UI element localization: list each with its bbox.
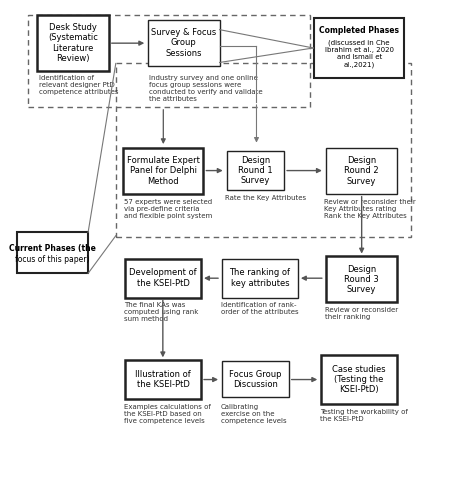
Text: Review or reconsider their
Key Attributes rating
Rank the Key Attributes: Review or reconsider their Key Attribute… (324, 198, 416, 219)
Bar (314, 17, 404, 78)
Text: Focus Group
Discussion: Focus Group Discussion (229, 370, 282, 389)
Text: Case studies
(Testing the
KSEI-PtD): Case studies (Testing the KSEI-PtD) (332, 364, 386, 394)
Text: Design
Round 3
Survey: Design Round 3 Survey (344, 264, 379, 294)
Bar (222, 259, 298, 298)
Text: Rate the Key Attributes: Rate the Key Attributes (225, 195, 306, 201)
Bar (116, 63, 411, 237)
Text: The ranking of
key attributes: The ranking of key attributes (229, 269, 291, 288)
Bar (227, 151, 284, 190)
Text: The final KAs was
computed using rank
sum method: The final KAs was computed using rank su… (124, 302, 199, 322)
Text: Current Phases (the: Current Phases (the (9, 244, 96, 254)
Bar (222, 361, 289, 397)
Text: Testing the workability of
the KSEI-PtD: Testing the workability of the KSEI-PtD (320, 408, 408, 422)
Text: Review or reconsider
their ranking: Review or reconsider their ranking (325, 307, 398, 320)
Text: Design
Round 2
Survey: Design Round 2 Survey (344, 156, 379, 186)
Text: Design
Round 1
Survey: Design Round 1 Survey (238, 156, 273, 185)
Text: Illustration of
the KSEI-PtD: Illustration of the KSEI-PtD (135, 370, 191, 389)
Text: focus of this paper): focus of this paper) (15, 255, 90, 263)
Text: Desk Study
(Systematic
Literature
Review): Desk Study (Systematic Literature Review… (48, 23, 98, 63)
Text: Completed Phases: Completed Phases (319, 26, 399, 35)
Bar (125, 259, 201, 298)
Bar (326, 148, 397, 194)
Bar (125, 360, 201, 399)
Text: Calibrating
exercise on the
competence levels: Calibrating exercise on the competence l… (221, 404, 287, 424)
Text: (discussed in Che
Ibrahim et al., 2020
and Ismail et
al.,2021): (discussed in Che Ibrahim et al., 2020 a… (325, 40, 393, 68)
Text: Identification of
relevant designer PtD
competence attributes: Identification of relevant designer PtD … (39, 76, 118, 95)
Text: Examples calculations of
the KSEI-PtD based on
five competence levels: Examples calculations of the KSEI-PtD ba… (124, 404, 211, 424)
Bar (17, 232, 88, 273)
Bar (37, 15, 109, 71)
Text: Survey & Focus
Group
Sessions: Survey & Focus Group Sessions (151, 28, 217, 58)
Text: Identification of rank-
order of the attributes: Identification of rank- order of the att… (221, 302, 299, 316)
Bar (28, 15, 310, 107)
Text: Development of
the KSEI-PtD: Development of the KSEI-PtD (129, 269, 197, 288)
Bar (321, 355, 397, 404)
Bar (148, 20, 219, 66)
Text: Industry survey and one online
focus group sessions were
conducted to verify and: Industry survey and one online focus gro… (149, 76, 263, 103)
Text: 57 experts were selected
via pre-define criteria
and flexible point system: 57 experts were selected via pre-define … (124, 198, 212, 219)
Bar (326, 257, 397, 302)
Text: Formulate Expert
Panel for Delphi
Method: Formulate Expert Panel for Delphi Method (127, 156, 200, 186)
Bar (123, 148, 203, 194)
